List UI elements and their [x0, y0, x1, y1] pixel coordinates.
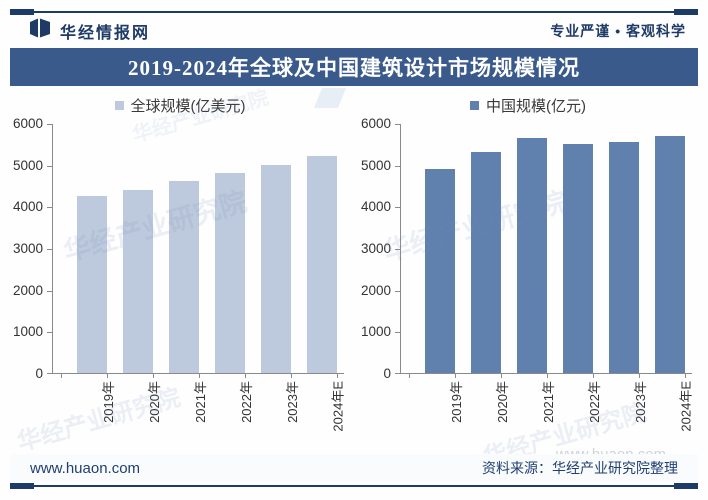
x-tick-label: 2022年 [586, 381, 602, 423]
y-tick-mark [395, 207, 400, 209]
header-tagline: 专业严谨 • 客观科学 [550, 22, 686, 39]
bar-2021年 [169, 181, 199, 373]
x-tick-mark [153, 374, 154, 378]
bar-2019年 [77, 195, 107, 373]
x-tick-mark [337, 374, 338, 378]
y-tick-label: 2000 [12, 282, 43, 298]
x-axis-labels-china: 2019年 2020年 2021年 2022年 2023年 2024年E [400, 374, 694, 446]
x-tick-mark [245, 374, 246, 378]
x-tick-mark [61, 374, 62, 378]
y-tick-mark [395, 373, 400, 374]
charts-row: 全球规模(亿美元) 0 1000 2000 3000 4000 5000 6000 2019… [6, 92, 702, 446]
y-tick-label: 1000 [360, 324, 391, 340]
y-tick-label: 1000 [12, 324, 43, 340]
y-tick-mark [395, 332, 400, 334]
x-tick-label: 2020年 [494, 381, 510, 423]
plot-area-china [400, 124, 692, 378]
brand: 华经情报网 [28, 17, 150, 44]
y-axis-global: 0 1000 2000 3000 4000 5000 6000 [6, 117, 52, 381]
x-tick-label: 2024年E [330, 381, 346, 432]
x-tick-label: 2019年 [448, 381, 464, 423]
y-tick-mark [47, 373, 52, 374]
bar-2024年E [307, 156, 337, 373]
bar-2019年 [425, 168, 455, 373]
y-tick-mark [395, 165, 400, 167]
bar-2020年 [123, 189, 153, 373]
y-tick-mark [47, 124, 52, 125]
top-divider [10, 9, 698, 15]
y-tick-mark [395, 249, 400, 250]
x-tick-mark [501, 374, 502, 378]
bar-2024年E [655, 136, 685, 373]
x-tick-mark [199, 374, 200, 378]
y-tick-mark [47, 165, 52, 167]
y-tick-label: 6000 [12, 116, 43, 131]
brand-logo-icon [28, 17, 52, 44]
legend-marker-global [114, 100, 124, 110]
y-tick-label: 4000 [12, 199, 43, 215]
y-tick-mark [395, 124, 400, 125]
bar-2023年 [609, 141, 639, 373]
x-tick-mark [107, 374, 108, 378]
x-tick-mark [455, 374, 456, 378]
bar-2023年 [261, 164, 291, 373]
legend-china: 中国规模(亿元) [354, 92, 702, 118]
legend-label-china: 中国规模(亿元) [486, 97, 586, 115]
x-tick-mark [593, 374, 594, 378]
x-axis-labels-global: 2019年 2020年 2021年 2022年 2023年 2024年E [52, 374, 346, 446]
x-tick-mark [547, 374, 548, 378]
footer-site-url: www.huaon.com [30, 459, 141, 477]
x-tick-mark [291, 374, 292, 378]
y-tick-label: 3000 [12, 241, 43, 256]
x-tick-label: 2022年 [238, 381, 254, 423]
y-tick-label: 5000 [12, 157, 43, 173]
y-tick-label: 6000 [360, 116, 391, 131]
x-tick-label: 2021年 [540, 381, 556, 423]
y-tick-mark [47, 290, 52, 292]
y-axis-china: 0 1000 2000 3000 4000 5000 6000 [354, 117, 400, 381]
plot-area-global [52, 124, 344, 378]
chart-china-market: 中国规模(亿元) 0 1000 2000 3000 4000 5000 6000 2019年… [354, 92, 702, 446]
y-tick-label: 2000 [360, 282, 391, 298]
title-banner: 2019-2024年全球及中国建筑设计市场规模情况 [10, 48, 698, 86]
x-tick-label: 2024年E [678, 381, 694, 432]
x-tick-mark [409, 374, 410, 378]
x-tick-mark [685, 374, 686, 378]
y-tick-label: 0 [383, 366, 391, 381]
footer-data-source: 资料来源：华经产业研究院整理 [482, 460, 678, 476]
x-tick-label: 2023年 [632, 381, 648, 423]
legend-marker-china [470, 100, 479, 110]
x-tick-label: 2020年 [146, 381, 162, 423]
bottom-divider [10, 483, 698, 489]
header: 华经情报网 专业严谨 • 客观科学 [28, 17, 686, 44]
y-tick-label: 5000 [360, 157, 391, 173]
y-tick-mark [47, 207, 52, 209]
y-tick-label: 0 [35, 366, 43, 381]
x-tick-label: 2021年 [192, 381, 208, 423]
y-tick-mark [47, 249, 52, 250]
x-tick-mark [639, 374, 640, 378]
x-tick-label: 2019年 [100, 381, 116, 423]
bar-2022年 [563, 143, 593, 373]
y-tick-mark [395, 290, 400, 292]
brand-name: 华经情报网 [60, 24, 151, 42]
y-tick-mark [47, 332, 52, 334]
chart-global-market: 全球规模(亿美元) 0 1000 2000 3000 4000 5000 6000 2019… [6, 92, 354, 446]
bar-2020年 [471, 152, 501, 373]
bar-2021年 [517, 137, 547, 373]
y-tick-label: 3000 [360, 241, 391, 256]
footer: www.huaon.com 资料来源：华经产业研究院整理 [10, 454, 698, 482]
bar-2022年 [215, 173, 245, 373]
x-tick-label: 2023年 [284, 381, 300, 423]
legend-global: 全球规模(亿美元) [6, 92, 354, 118]
page-title: 2019-2024年全球及中国建筑设计市场规模情况 [128, 56, 580, 80]
y-tick-label: 4000 [360, 199, 391, 215]
legend-label-global: 全球规模(亿美元) [130, 97, 246, 115]
